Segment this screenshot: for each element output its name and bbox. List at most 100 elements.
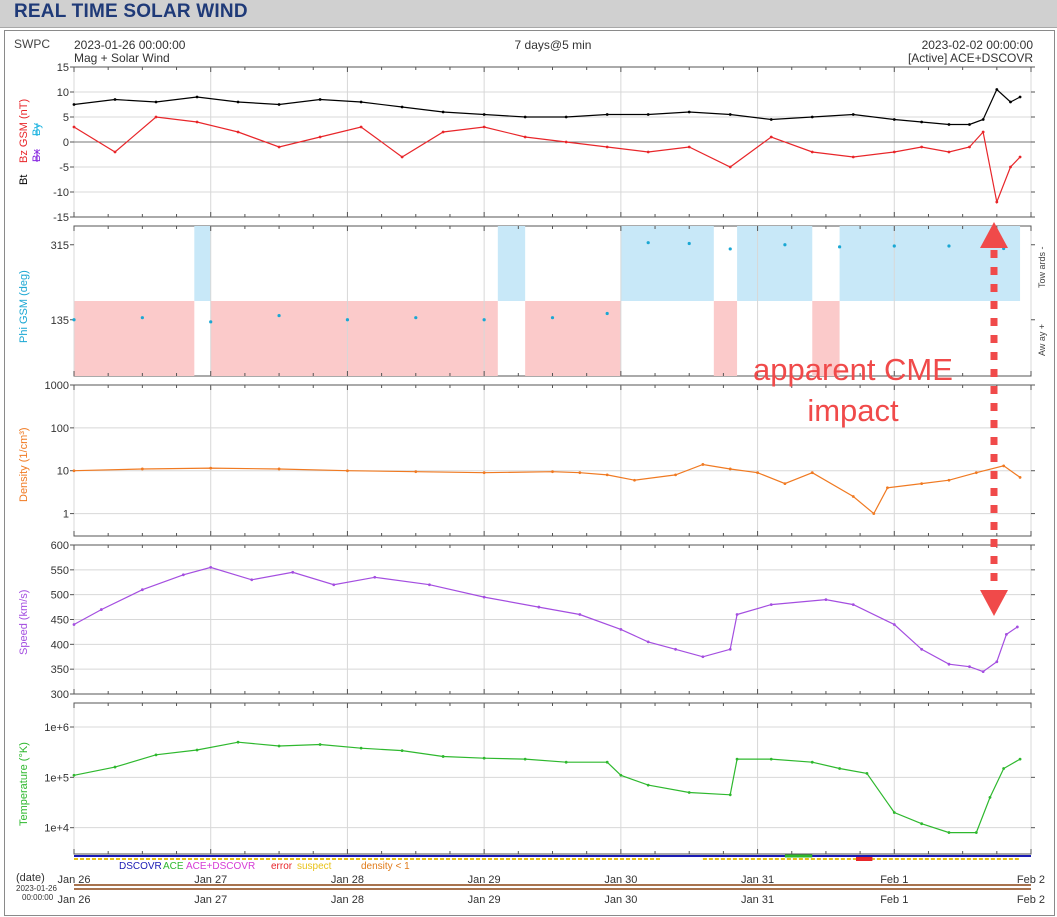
temperature-series-point <box>359 746 363 750</box>
temperature-series-point <box>735 757 739 761</box>
speed-series-point <box>537 605 541 609</box>
date-tick-top: Jan 31 <box>741 874 774 886</box>
temperature-series-point <box>482 756 486 760</box>
away-sector <box>812 301 840 376</box>
date-tick-top: Jan 30 <box>604 874 637 886</box>
date-tick-top: Feb 1 <box>880 874 908 886</box>
speed-series <box>73 566 1018 673</box>
density-series-point <box>346 469 349 473</box>
phi-point <box>140 316 144 320</box>
bz-series-point <box>687 145 691 149</box>
phi-point <box>838 245 842 249</box>
speed-axis-label: Speed (km/s) <box>18 590 30 655</box>
bt-series-point <box>981 118 985 121</box>
temperature-tick-label: 1e+4 <box>44 823 69 835</box>
temperature-series-point <box>838 767 841 770</box>
date-tick-top: Jan 28 <box>331 874 364 886</box>
bt-series-point <box>646 113 650 116</box>
temperature-series-point <box>318 743 322 746</box>
bz-series-point <box>277 145 281 149</box>
speed-tick-label: 400 <box>51 639 69 651</box>
bt-series-point <box>236 100 240 104</box>
mag-tick-label: 0 <box>63 137 69 149</box>
date-tick-bottom: Feb 2 <box>1017 894 1045 906</box>
temperature-series-point <box>892 811 896 814</box>
phi-point <box>892 244 896 248</box>
annotation-arrow-head-down <box>980 590 1008 616</box>
date-label: (date) <box>16 872 45 884</box>
date-tick-top: Jan 27 <box>194 874 227 886</box>
speed-series-point <box>482 595 486 599</box>
density-series-point <box>551 470 554 474</box>
bt-series-point <box>441 110 445 114</box>
density-series-point <box>140 467 144 471</box>
speed-series-point <box>1004 633 1008 636</box>
density-series-point <box>783 482 787 486</box>
legend-error: error <box>271 861 293 872</box>
speed-series-point <box>701 655 705 659</box>
density-series-point <box>851 495 855 498</box>
density-series-point <box>728 467 732 471</box>
density-axis-label: Density (1/cm³) <box>18 427 30 502</box>
bz-series-point <box>810 150 814 154</box>
phi-point <box>414 316 418 320</box>
speed-tick-label: 450 <box>51 615 69 627</box>
speed-series-point <box>291 570 295 574</box>
bz-series-point <box>359 125 363 129</box>
density-series-point <box>756 471 759 475</box>
density-tick-label: 1000 <box>45 380 69 392</box>
speed-series-point <box>646 640 650 644</box>
bt-series-point <box>1009 100 1012 104</box>
bt-series-point <box>605 113 609 116</box>
temperature-series-point <box>728 793 732 797</box>
phi-tick-label: 135 <box>51 315 69 327</box>
bz-series-point <box>441 130 445 134</box>
legend-ace-dscovr: ACE+DSCOVR <box>186 861 255 872</box>
speed-tick-label: 300 <box>51 689 69 701</box>
towards-sector <box>620 226 714 301</box>
speed-series-point <box>920 647 924 651</box>
bz-series-point <box>728 165 732 169</box>
page-title: REAL TIME SOLAR WIND <box>14 1 248 22</box>
date-tick-top: Jan 29 <box>468 874 501 886</box>
temperature-series-point <box>195 748 199 752</box>
bt-series-point <box>400 105 404 109</box>
phi-point <box>550 316 555 320</box>
towards-sector <box>497 226 526 301</box>
date-tick-bottom: Jan 26 <box>57 894 90 906</box>
bx-axis-label: Bx <box>31 149 43 162</box>
density-series-point <box>414 470 418 474</box>
bt-series-point <box>892 118 896 121</box>
density-series-point <box>1018 475 1022 479</box>
phi-axis-label: Phi GSM (deg) <box>18 270 30 343</box>
phi-point <box>209 320 213 324</box>
bz-series-point <box>646 150 650 154</box>
bt-series-point <box>920 120 924 124</box>
temperature-series-point <box>277 744 281 748</box>
date-tick-bottom: Jan 27 <box>194 894 227 906</box>
phi-point <box>646 241 650 245</box>
source-label: SWPC <box>14 37 50 51</box>
temperature-tick-label: 1e+6 <box>44 722 69 734</box>
bt-series-point <box>72 103 76 106</box>
density-series-point <box>974 471 978 475</box>
end-time: 2023-02-02 00:00:00 <box>922 38 1034 52</box>
towards-sector <box>737 226 813 301</box>
bt-series-point <box>1018 95 1022 99</box>
temperature-series-point <box>646 783 650 787</box>
speed-series-point <box>674 647 677 651</box>
temperature-series-point <box>400 749 404 752</box>
mag-tick-label: -10 <box>53 187 69 199</box>
density-tick-label: 10 <box>57 466 69 478</box>
temperature-series-point <box>72 773 76 777</box>
bz-series-point <box>113 150 117 154</box>
temperature-series-point <box>113 765 117 769</box>
mag-tick-label: -15 <box>53 212 69 224</box>
density-series-point <box>886 486 889 490</box>
phi-point <box>482 318 486 322</box>
speed-series-point <box>735 613 739 616</box>
legend-dscovr: DSCOVR <box>119 861 162 872</box>
bt-series-point <box>728 113 732 116</box>
density-series-point <box>633 478 636 482</box>
